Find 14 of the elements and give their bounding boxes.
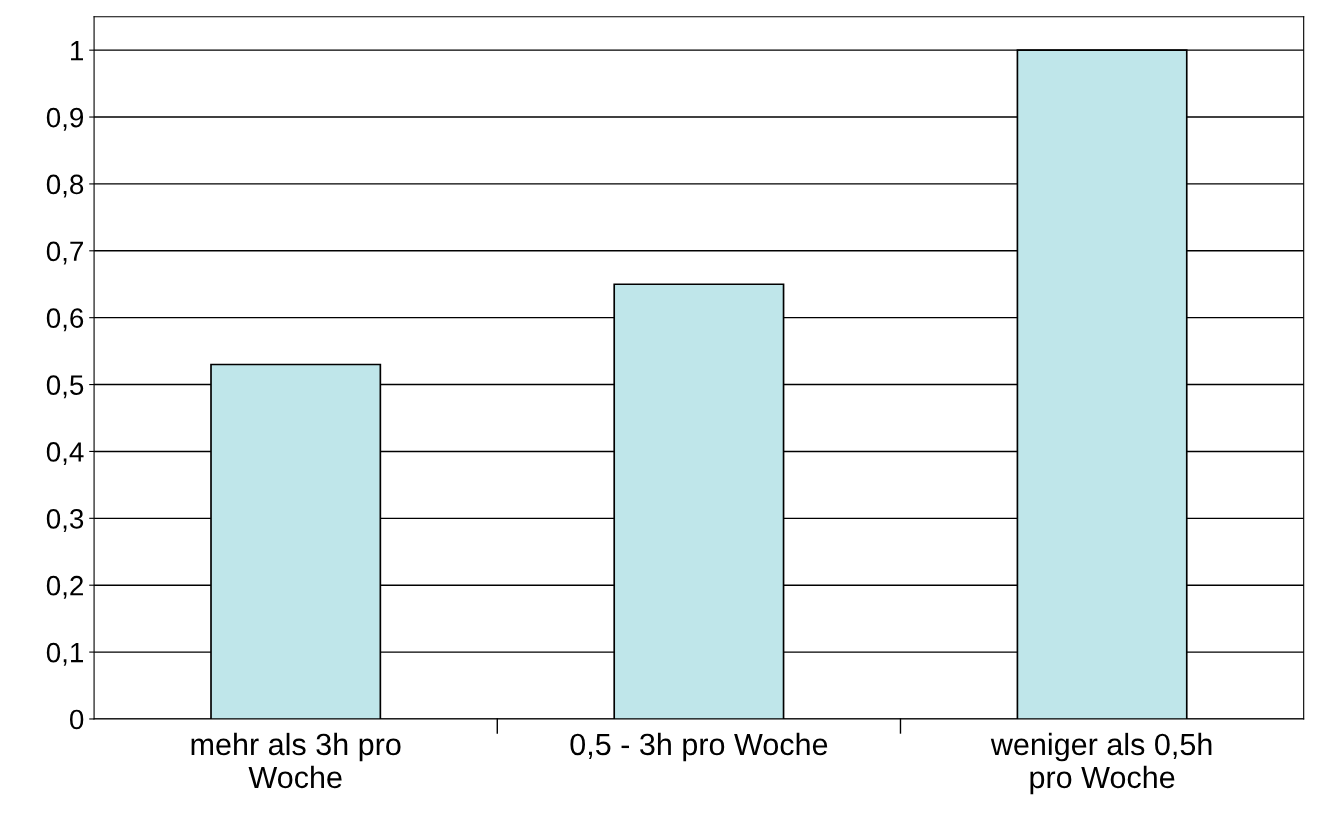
- y-tick-label: 0,3: [46, 508, 84, 532]
- y-tick-label: 0,8: [46, 174, 84, 198]
- y-tick-label: 0,5: [46, 375, 84, 399]
- y-tick-label: 0,9: [46, 107, 84, 131]
- x-tick-label: weniger als 0,5h pro Woche: [990, 732, 1212, 795]
- y-tick-label: 0,7: [46, 241, 83, 265]
- y-tick-label: 0,4: [46, 442, 84, 466]
- y-tick-label: 0,2: [46, 575, 83, 599]
- y-tick-label: 0: [70, 709, 84, 730]
- y-tick-label: 1: [71, 41, 83, 61]
- x-tick-label: mehr als 3h pro Woche: [191, 732, 401, 789]
- y-tick-label: 0,1: [46, 642, 84, 666]
- y-tick-label: 0,6: [46, 308, 84, 332]
- x-tick-label: 0,5 - 3h pro Woche: [570, 732, 828, 762]
